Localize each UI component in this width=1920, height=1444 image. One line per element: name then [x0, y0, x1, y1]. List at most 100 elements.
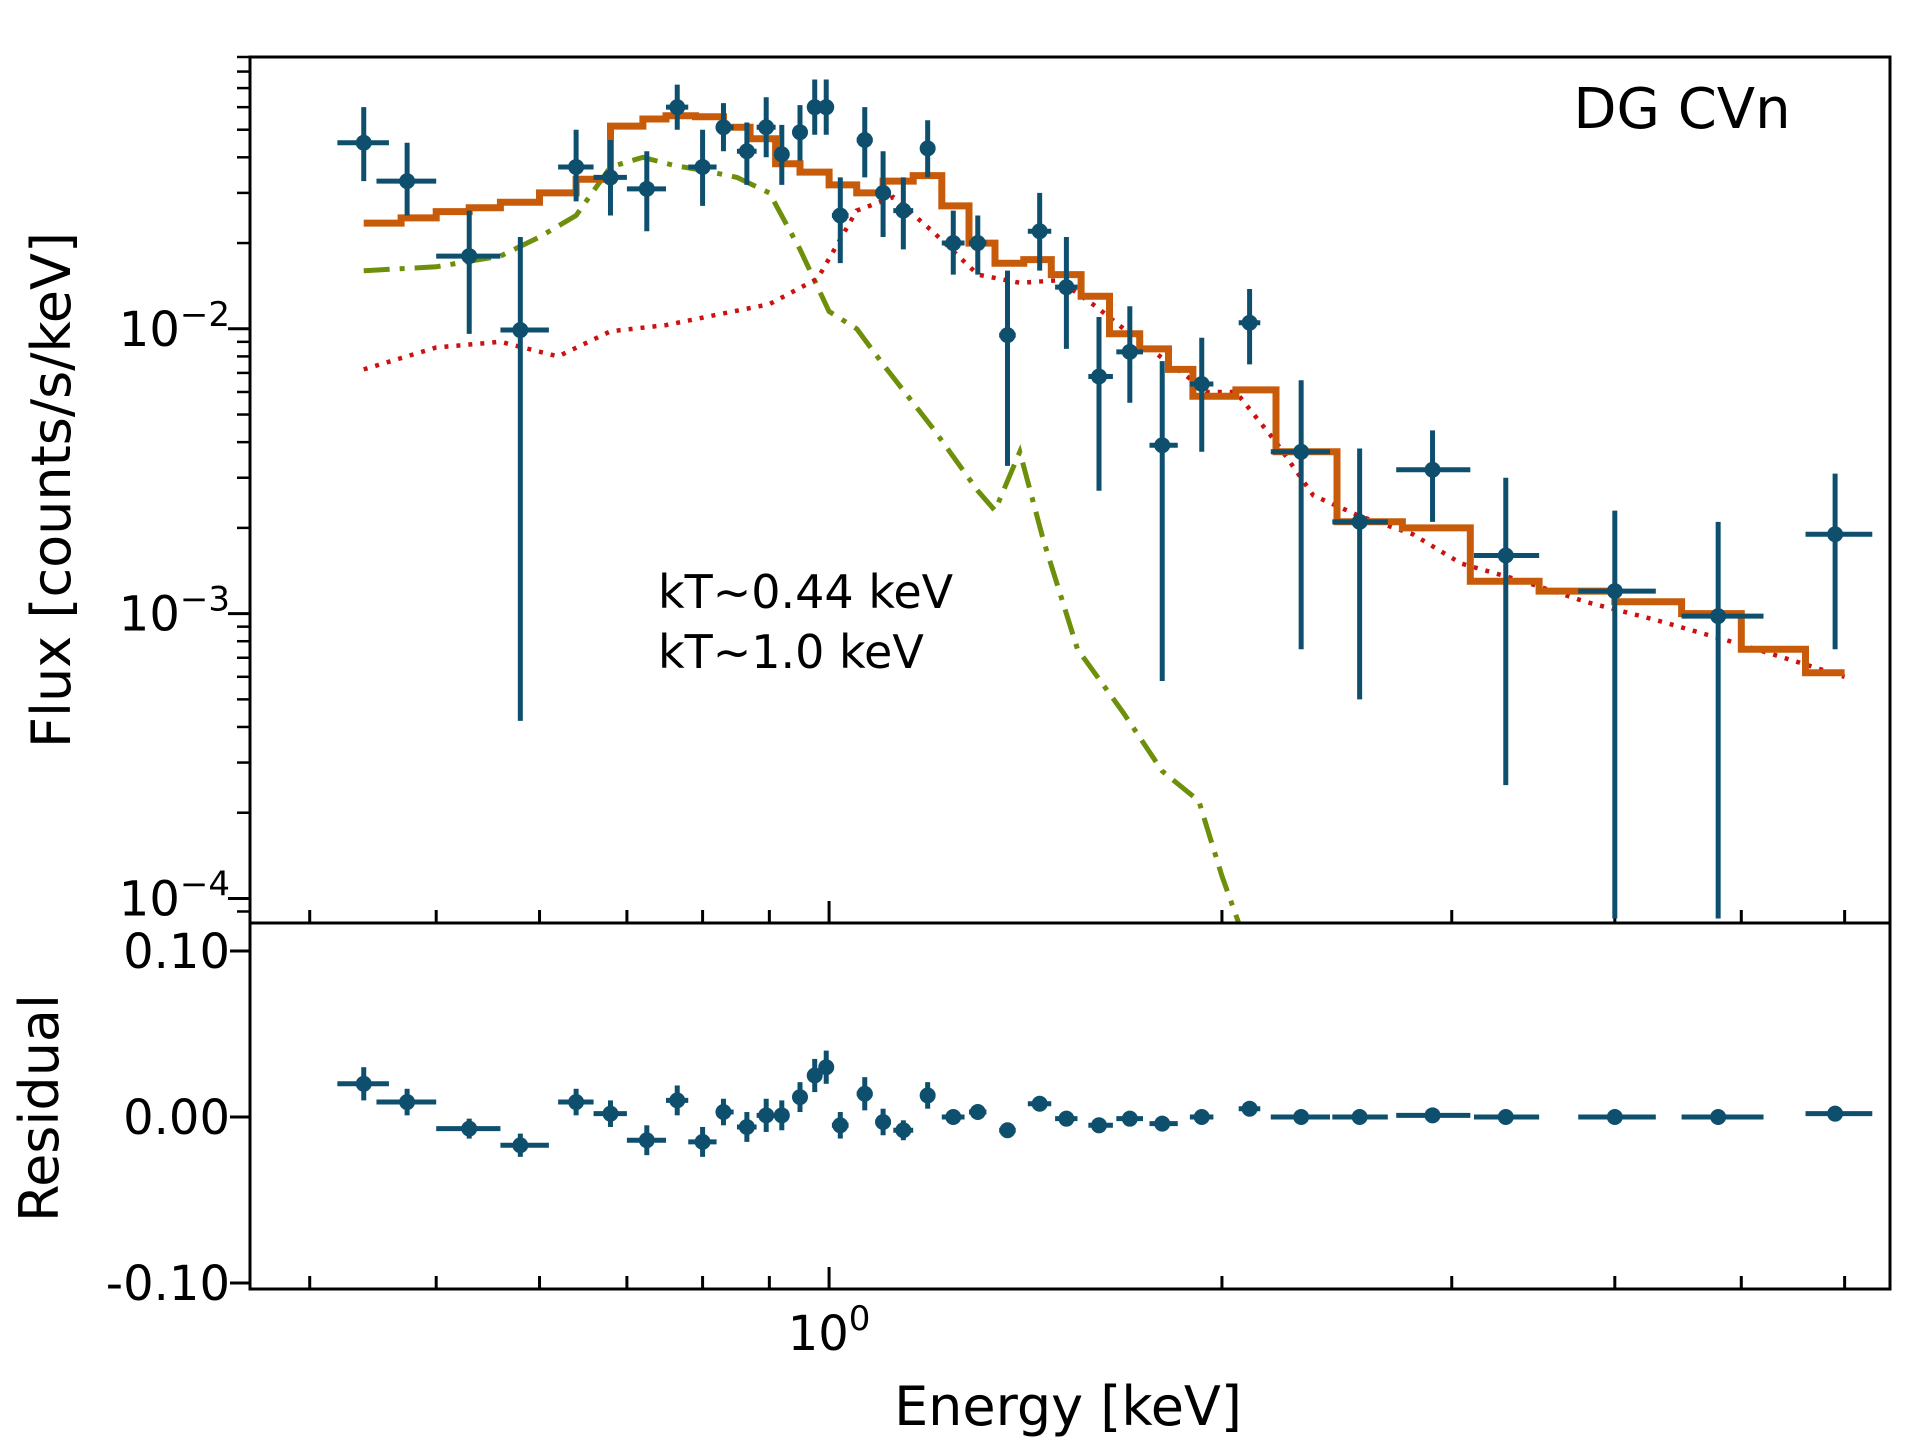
data-marker	[1121, 1110, 1138, 1127]
spectrum-data-point	[1027, 192, 1052, 271]
data-marker	[602, 169, 619, 186]
data-marker	[1193, 376, 1210, 393]
data-marker	[669, 99, 686, 116]
spectrum-data-point	[1270, 380, 1330, 650]
object-label: DG CVn	[1573, 77, 1790, 142]
data-marker	[758, 119, 775, 136]
spectrum-data-point	[1149, 361, 1178, 682]
spectrum-data-point	[688, 129, 717, 206]
spectrum-y-tick-label: 10−4	[119, 864, 230, 927]
data-marker	[461, 1120, 478, 1137]
data-marker	[1121, 343, 1138, 360]
spectrum-y-ticks	[228, 55, 250, 913]
data-marker	[773, 1107, 790, 1124]
spectrum-data-point	[1681, 521, 1764, 919]
residual-data-point	[1396, 1107, 1471, 1124]
spectrum-data-point	[893, 177, 914, 250]
residual-data-point	[1055, 1110, 1078, 1127]
spectrum-y-axis-label: Flux [counts/s/keV]	[20, 232, 83, 748]
spectrum-data-point	[1332, 448, 1388, 700]
data-marker	[1241, 314, 1258, 331]
data-marker	[875, 1113, 892, 1130]
x-axis-label: Energy [keV]	[894, 1375, 1242, 1438]
spectrum-data-point	[1088, 317, 1113, 491]
data-marker	[945, 1109, 962, 1125]
spectrum-data-point	[1116, 306, 1144, 403]
residual-data-point	[1116, 1110, 1144, 1127]
spectrum-data-point	[818, 79, 835, 135]
spectrum-plot-area	[337, 79, 1873, 923]
data-marker	[1193, 1109, 1210, 1125]
data-marker	[875, 184, 892, 201]
residual-data-point	[626, 1125, 667, 1156]
data-marker	[355, 1075, 372, 1092]
data-marker	[1606, 583, 1623, 600]
spectrum-data-point	[791, 105, 808, 161]
spectrum-data-point	[756, 97, 776, 158]
data-marker	[818, 1059, 835, 1076]
residual-data-point	[436, 1118, 501, 1139]
data-marker	[738, 143, 755, 160]
data-marker	[1031, 223, 1048, 240]
residual-data-point	[337, 1067, 389, 1101]
data-marker	[1058, 279, 1075, 296]
x-tick-label: 100	[788, 1299, 871, 1362]
data-marker	[999, 1122, 1016, 1139]
residual-data-point	[919, 1082, 936, 1109]
data-marker	[1351, 1109, 1368, 1125]
data-marker	[669, 1092, 686, 1109]
data-marker	[1606, 1109, 1623, 1125]
data-marker	[791, 124, 808, 141]
data-marker	[1090, 368, 1107, 385]
residual-data-point	[558, 1088, 594, 1116]
spectrum-data-point	[626, 151, 667, 232]
spectrum-y-tick-label: 10−3	[119, 580, 230, 643]
hot-component-annotation: kT~1.0 keV	[658, 625, 924, 679]
data-marker	[568, 1094, 585, 1111]
residual-data-point	[500, 1133, 549, 1157]
residual-data-point	[818, 1050, 835, 1084]
residual-y-ticks	[230, 949, 250, 1285]
data-marker	[773, 146, 790, 163]
spectrum-data-point	[968, 215, 987, 275]
data-marker	[919, 140, 936, 157]
residual-data-point	[376, 1088, 437, 1116]
data-marker	[715, 1104, 732, 1121]
data-marker	[512, 322, 529, 339]
residual-data-point	[941, 1109, 965, 1125]
spectrum-data-point	[1473, 477, 1540, 786]
data-marker	[399, 173, 416, 190]
residual-data-point	[999, 1122, 1016, 1139]
spectrum-data-point	[666, 84, 689, 130]
residual-plot-area	[337, 1050, 1873, 1157]
spectrum-data-point	[919, 120, 936, 178]
residual-data-point	[1270, 1109, 1330, 1125]
data-marker	[512, 1137, 529, 1154]
data-marker	[1031, 1095, 1048, 1112]
data-marker	[1293, 1109, 1310, 1125]
residual-data-point	[593, 1100, 627, 1127]
data-marker	[1497, 1109, 1514, 1125]
residual-data-point	[856, 1077, 873, 1111]
spectrum-data-point	[436, 210, 501, 334]
data-marker	[818, 99, 835, 116]
data-marker	[969, 1104, 986, 1121]
data-marker	[568, 158, 585, 175]
data-marker	[694, 158, 711, 175]
residual-data-points	[337, 1050, 1873, 1157]
data-marker	[461, 248, 478, 265]
data-marker	[638, 180, 655, 197]
residual-data-point	[1088, 1117, 1113, 1134]
residual-data-point	[736, 1112, 757, 1142]
data-marker	[806, 99, 823, 116]
residual-data-point	[1473, 1109, 1540, 1125]
spectrum-data-point	[1805, 473, 1873, 650]
data-marker	[1058, 1110, 1075, 1127]
data-marker	[856, 1085, 873, 1102]
spectrum-data-point	[337, 107, 389, 182]
data-marker	[832, 207, 849, 224]
data-marker	[715, 119, 732, 136]
data-marker	[602, 1105, 619, 1122]
residual-y-tick-label: 0.10	[123, 924, 230, 980]
spectrum-data-point	[558, 129, 594, 202]
